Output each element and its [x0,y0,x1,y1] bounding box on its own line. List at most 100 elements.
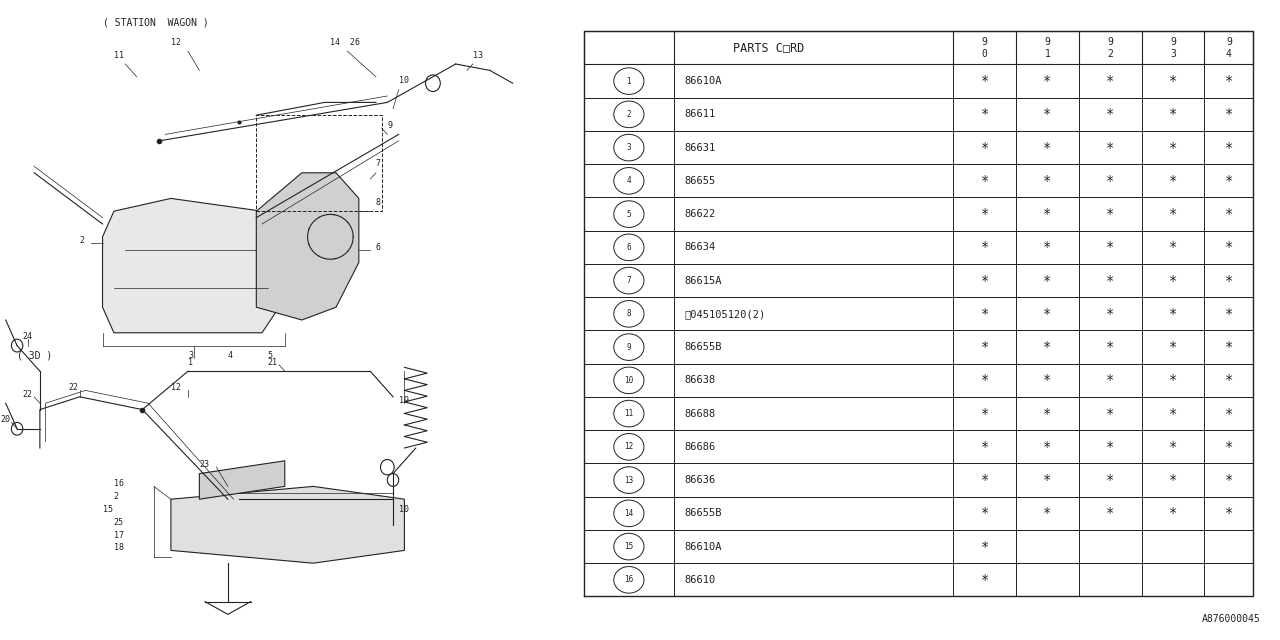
Text: 86638: 86638 [685,375,716,385]
Text: 12: 12 [625,442,634,451]
Polygon shape [200,461,285,499]
Text: 8: 8 [627,309,631,318]
Text: 6: 6 [376,243,381,252]
Text: 86611: 86611 [685,109,716,119]
Text: 2: 2 [79,236,84,245]
Text: *: * [1169,241,1178,254]
Text: *: * [1106,241,1115,254]
Text: 4: 4 [228,351,233,360]
Text: 86634: 86634 [685,243,716,252]
Text: *: * [980,473,989,487]
Text: 9: 9 [388,121,393,130]
Text: 1: 1 [627,77,631,86]
Text: 9
1: 9 1 [1044,37,1051,59]
Text: 15: 15 [625,542,634,551]
Text: 23: 23 [200,460,210,469]
Text: *: * [1043,440,1052,454]
Text: 9
4: 9 4 [1226,37,1231,59]
Text: 9
3: 9 3 [1170,37,1176,59]
Text: 22: 22 [23,390,33,399]
Text: 86615A: 86615A [685,276,722,285]
Text: 10: 10 [399,76,408,85]
Circle shape [425,75,440,92]
Text: 5: 5 [268,351,273,360]
Text: *: * [1169,141,1178,155]
Text: *: * [1169,74,1178,88]
Text: *: * [1169,506,1178,520]
Text: 9: 9 [627,342,631,351]
Text: 86622: 86622 [685,209,716,219]
Text: *: * [1043,340,1052,354]
Polygon shape [256,173,358,320]
Text: *: * [1169,340,1178,354]
Text: *: * [1106,207,1115,221]
Circle shape [614,168,644,194]
Text: 7: 7 [376,159,381,168]
Text: *: * [980,174,989,188]
Text: A876000045: A876000045 [1202,614,1261,624]
Text: *: * [1225,473,1233,487]
Text: *: * [980,440,989,454]
Circle shape [388,474,399,486]
Text: 86636: 86636 [685,475,716,485]
Text: *: * [1043,506,1052,520]
Text: *: * [1169,207,1178,221]
Circle shape [614,467,644,493]
Text: *: * [1169,473,1178,487]
Polygon shape [172,486,404,563]
Text: *: * [1106,373,1115,387]
Text: *: * [1169,406,1178,420]
Circle shape [614,101,644,127]
Text: *: * [1169,174,1178,188]
Text: *: * [1106,141,1115,155]
Text: *: * [1106,440,1115,454]
Text: *: * [980,74,989,88]
Text: 86610A: 86610A [685,76,722,86]
Text: *: * [1225,406,1233,420]
Text: *: * [1225,74,1233,88]
Circle shape [614,500,644,527]
Text: 86688: 86688 [685,408,716,419]
Circle shape [614,234,644,260]
Text: 16: 16 [114,479,124,488]
Text: *: * [980,141,989,155]
Text: *: * [1225,241,1233,254]
Circle shape [614,533,644,560]
Text: *: * [980,207,989,221]
Text: 3: 3 [188,351,193,360]
Circle shape [614,566,644,593]
Text: 86610A: 86610A [685,541,722,552]
Text: *: * [1106,307,1115,321]
Circle shape [380,460,394,475]
Text: *: * [980,108,989,122]
Text: *: * [1106,174,1115,188]
Text: 9
0: 9 0 [982,37,988,59]
Text: 86655B: 86655B [685,342,722,352]
Text: *: * [1106,274,1115,287]
Text: *: * [980,573,989,587]
Text: *: * [1043,174,1052,188]
Text: *: * [1225,274,1233,287]
Text: 20: 20 [0,415,10,424]
Circle shape [614,201,644,227]
Text: 18: 18 [114,543,124,552]
Text: *: * [1169,274,1178,287]
Text: *: * [1225,307,1233,321]
Text: *: * [980,406,989,420]
Text: 9
2: 9 2 [1107,37,1114,59]
Circle shape [614,134,644,161]
Text: *: * [1043,406,1052,420]
Text: *: * [1043,74,1052,88]
Text: *: * [1106,473,1115,487]
Text: *: * [1043,307,1052,321]
Text: *: * [1169,108,1178,122]
Text: PARTS C□RD: PARTS C□RD [732,42,804,54]
Text: 13: 13 [472,51,483,60]
Text: *: * [1043,473,1052,487]
Text: *: * [1106,74,1115,88]
Text: *: * [980,274,989,287]
Text: 10: 10 [399,505,408,514]
Text: 3: 3 [627,143,631,152]
Text: 12: 12 [172,383,180,392]
Text: 11: 11 [625,409,634,418]
